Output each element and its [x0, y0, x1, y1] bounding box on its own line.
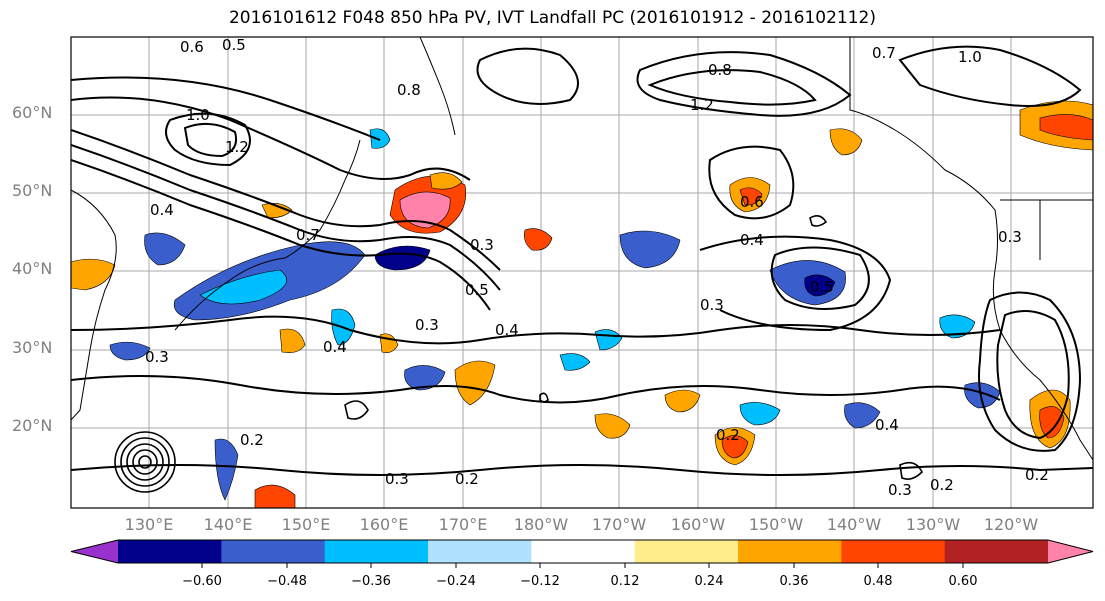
contour-label: 1.0 — [186, 106, 210, 124]
contour-label: 0.2 — [455, 470, 479, 488]
contour-label: 0.7 — [872, 44, 896, 62]
colorbar-tick-label: 0.60 — [948, 574, 978, 589]
contour-label: 0.4 — [875, 416, 899, 434]
lon-label: 160°E — [359, 515, 409, 534]
contour-label: 0.5 — [222, 36, 246, 54]
lat-label: 50°N — [12, 181, 53, 200]
lon-label: 150°E — [281, 515, 331, 534]
contour-label-group: 0.6 0.5 1.0 0.8 1.2 0.4 0.3 0.2 0.7 0.5 … — [145, 36, 1049, 499]
colorbar-swatch — [428, 540, 532, 563]
colorbar-tick-label: 0.36 — [779, 574, 809, 589]
contour-label: 0.8 — [708, 61, 732, 79]
colorbar-tick-label: −0.48 — [267, 574, 307, 589]
contour-label: 1.2 — [225, 138, 249, 156]
contour-label: 0.8 — [397, 81, 421, 99]
map-frame — [70, 36, 1094, 509]
contour-label: 1.0 — [958, 48, 982, 66]
colorbar-tick-label: −0.60 — [182, 574, 222, 589]
colorbar-swatch — [738, 540, 842, 563]
lon-label: 180°W — [513, 515, 569, 534]
map-title: 2016101612 F048 850 hPa PV, IVT Landfall… — [228, 8, 876, 28]
contour-label: 0.3 — [998, 228, 1022, 246]
lon-label: 120°W — [983, 515, 1039, 534]
colorbar-swatch — [118, 540, 222, 563]
contour-label: 0.3 — [145, 348, 169, 366]
lon-label: 130°W — [905, 515, 961, 534]
lat-label: 40°N — [12, 259, 53, 278]
lon-label: 150°W — [748, 515, 804, 534]
colorbar-extend-low — [71, 540, 118, 563]
colorbar-tick-label: 0.48 — [863, 574, 893, 589]
colorbar-swatch — [634, 540, 739, 563]
colorbar-outline — [70, 539, 1094, 564]
lon-label: 140°W — [826, 515, 882, 534]
colorbar-swatch — [944, 540, 1049, 563]
contour-label: 0.4 — [495, 321, 519, 339]
contour-label: 0.4 — [323, 338, 347, 356]
contour-label: 0.3 — [470, 236, 494, 254]
pv-shading — [71, 100, 1093, 508]
colorbar-extend-high — [1048, 540, 1093, 563]
coastlines — [71, 37, 1093, 461]
lon-label: 130°E — [124, 515, 174, 534]
colorbar-swatch — [324, 540, 429, 563]
contour-label: 1.2 — [690, 96, 714, 114]
lat-label: 30°N — [12, 338, 53, 357]
map-content: 0.6 0.5 1.0 0.8 1.2 0.4 0.3 0.2 0.7 0.5 … — [71, 36, 1093, 508]
contour-label: 0.7 — [296, 226, 320, 244]
contour-label: 0.2 — [716, 426, 740, 444]
contour-label: 0.2 — [930, 476, 954, 494]
contour-label: 0.4 — [150, 201, 174, 219]
colorbar-tick-label: 0.24 — [694, 574, 724, 589]
contour-label: 0.3 — [385, 470, 409, 488]
contour-label: 0.2 — [1025, 466, 1049, 484]
colorbar-swatch — [221, 540, 326, 563]
colorbar-tick-label: −0.24 — [436, 574, 476, 589]
contour-label: 0.3 — [888, 481, 912, 499]
lon-label: 170°E — [438, 515, 488, 534]
contour-label: 0.4 — [740, 231, 764, 249]
lon-label: 140°E — [203, 515, 253, 534]
colorbar-tick-label: −0.12 — [520, 574, 560, 589]
contour-label: 0.2 — [240, 431, 264, 449]
contour-label: 0.3 — [415, 316, 439, 334]
colorbar-tick-label: 0.12 — [610, 574, 640, 589]
contour-label: 0.5 — [465, 281, 489, 299]
contour-lines — [71, 45, 1093, 476]
colorbar-swatch — [841, 540, 946, 563]
lat-label: 20°N — [12, 416, 53, 435]
cyclone-rings — [114, 431, 176, 493]
contour-label: 0.6 — [740, 193, 764, 211]
colorbar-swatch — [531, 540, 636, 563]
colorbar-tick-label: −0.36 — [351, 574, 391, 589]
contour-label: 0.6 — [180, 38, 204, 56]
lon-label: 170°W — [591, 515, 647, 534]
lat-label: 60°N — [12, 103, 53, 122]
colorbar — [70, 539, 1094, 568]
lon-label: 160°W — [670, 515, 726, 534]
contour-label: 0.5 — [810, 278, 834, 296]
contour-label: 0.3 — [700, 296, 724, 314]
small-contours — [344, 214, 923, 480]
